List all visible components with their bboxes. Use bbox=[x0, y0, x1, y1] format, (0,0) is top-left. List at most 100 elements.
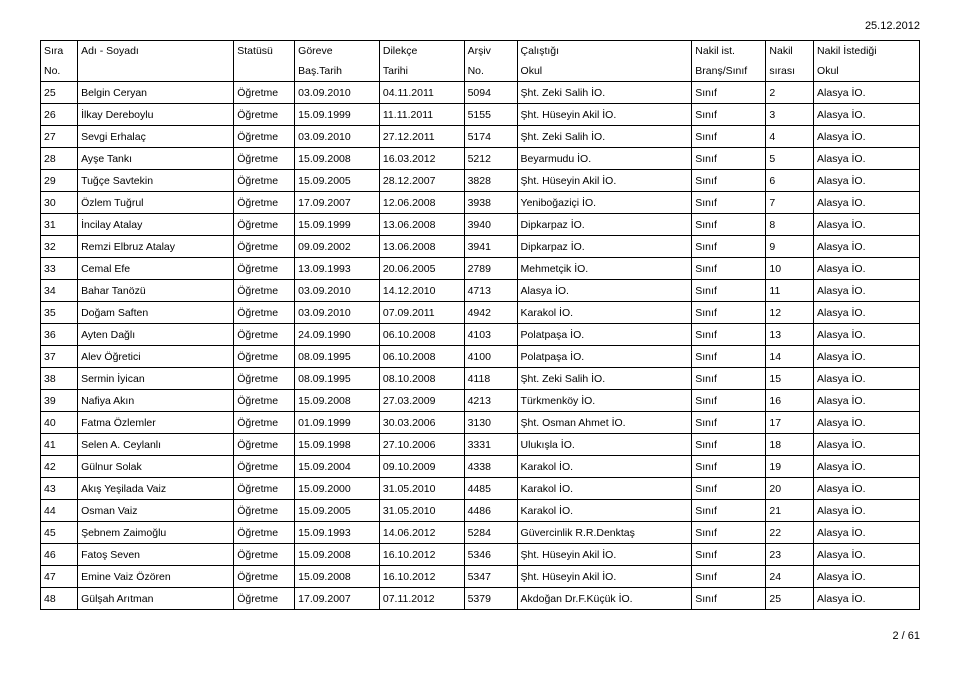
table-cell: Özlem Tuğrul bbox=[78, 192, 234, 214]
table-cell: 2 bbox=[766, 82, 814, 104]
table-cell: 28.12.2007 bbox=[379, 170, 464, 192]
table-cell: 8 bbox=[766, 214, 814, 236]
table-cell: 03.09.2010 bbox=[295, 280, 380, 302]
table-cell: Öğretme bbox=[234, 82, 295, 104]
table-cell: Ayten Dağlı bbox=[78, 324, 234, 346]
table-cell: 31.05.2010 bbox=[379, 500, 464, 522]
table-cell: 04.11.2011 bbox=[379, 82, 464, 104]
h2-brans: Branş/Sınıf bbox=[692, 61, 766, 82]
table-cell: Şht. Hüseyin Akil İO. bbox=[517, 170, 692, 192]
table-row: 26İlkay DereboyluÖğretme15.09.199911.11.… bbox=[41, 104, 920, 126]
table-cell: Sınıf bbox=[692, 148, 766, 170]
table-cell: Sınıf bbox=[692, 324, 766, 346]
table-cell: 4118 bbox=[464, 368, 517, 390]
table-cell: Öğretme bbox=[234, 148, 295, 170]
table-cell: 14.12.2010 bbox=[379, 280, 464, 302]
table-cell: Sınıf bbox=[692, 390, 766, 412]
table-cell: 4338 bbox=[464, 456, 517, 478]
table-cell: Belgin Ceryan bbox=[78, 82, 234, 104]
table-row: 35Doğam SaftenÖğretme03.09.201007.09.201… bbox=[41, 302, 920, 324]
table-cell: 18 bbox=[766, 434, 814, 456]
table-cell: 37 bbox=[41, 346, 78, 368]
table-cell: 35 bbox=[41, 302, 78, 324]
table-cell: 36 bbox=[41, 324, 78, 346]
table-cell: 17 bbox=[766, 412, 814, 434]
table-cell: 29 bbox=[41, 170, 78, 192]
table-cell: 39 bbox=[41, 390, 78, 412]
table-row: 32Remzi Elbruz AtalayÖğretme09.09.200213… bbox=[41, 236, 920, 258]
table-cell: Sınıf bbox=[692, 192, 766, 214]
table-cell: Alasya İO. bbox=[517, 280, 692, 302]
table-cell: 5284 bbox=[464, 522, 517, 544]
table-cell: 07.11.2012 bbox=[379, 588, 464, 610]
report-date: 25.12.2012 bbox=[40, 20, 920, 32]
table-cell: Öğretme bbox=[234, 192, 295, 214]
table-cell: 15.09.2008 bbox=[295, 544, 380, 566]
table-cell: Sermin İyican bbox=[78, 368, 234, 390]
table-cell: 24 bbox=[766, 566, 814, 588]
table-cell: 2789 bbox=[464, 258, 517, 280]
table-cell: 30 bbox=[41, 192, 78, 214]
h2-bastarih: Baş.Tarih bbox=[295, 61, 380, 82]
table-row: 46Fatoş SevenÖğretme15.09.200816.10.2012… bbox=[41, 544, 920, 566]
table-row: 28Ayşe TankıÖğretme15.09.200816.03.20125… bbox=[41, 148, 920, 170]
table-cell: Alasya İO. bbox=[814, 236, 920, 258]
table-cell: 9 bbox=[766, 236, 814, 258]
table-cell: 4486 bbox=[464, 500, 517, 522]
table-row: 47Emine Vaiz ÖzörenÖğretme15.09.200816.1… bbox=[41, 566, 920, 588]
table-cell: Öğretme bbox=[234, 126, 295, 148]
table-cell: 3938 bbox=[464, 192, 517, 214]
table-cell: 6 bbox=[766, 170, 814, 192]
table-cell: Alasya İO. bbox=[814, 170, 920, 192]
table-cell: 14 bbox=[766, 346, 814, 368]
table-cell: 15.09.2004 bbox=[295, 456, 380, 478]
table-cell: 11.11.2011 bbox=[379, 104, 464, 126]
table-cell: Remzi Elbruz Atalay bbox=[78, 236, 234, 258]
table-cell: 16.03.2012 bbox=[379, 148, 464, 170]
table-cell: Öğretme bbox=[234, 500, 295, 522]
table-cell: Sınıf bbox=[692, 544, 766, 566]
table-cell: 4942 bbox=[464, 302, 517, 324]
table-cell: Şht. Hüseyin Akil İO. bbox=[517, 544, 692, 566]
table-cell: Sınıf bbox=[692, 170, 766, 192]
table-cell: Sınıf bbox=[692, 126, 766, 148]
table-cell: Alasya İO. bbox=[814, 104, 920, 126]
table-cell: Mehmetçik İO. bbox=[517, 258, 692, 280]
h-ad: Adı - Soyadı bbox=[78, 41, 234, 62]
table-cell: Öğretme bbox=[234, 280, 295, 302]
table-row: 44Osman VaizÖğretme15.09.200531.05.20104… bbox=[41, 500, 920, 522]
table-cell: Dipkarpaz İO. bbox=[517, 236, 692, 258]
table-cell: 03.09.2010 bbox=[295, 126, 380, 148]
table-cell: Alasya İO. bbox=[814, 456, 920, 478]
table-cell: 15.09.2008 bbox=[295, 390, 380, 412]
table-cell: Öğretme bbox=[234, 368, 295, 390]
table-cell: Sevgi Erhalaç bbox=[78, 126, 234, 148]
table-cell: 3941 bbox=[464, 236, 517, 258]
table-cell: Alasya İO. bbox=[814, 302, 920, 324]
table-row: 40Fatma ÖzlemlerÖğretme01.09.199930.03.2… bbox=[41, 412, 920, 434]
table-cell: Öğretme bbox=[234, 390, 295, 412]
table-cell: 11 bbox=[766, 280, 814, 302]
table-cell: Şebnem Zaimoğlu bbox=[78, 522, 234, 544]
table-cell: Nafiya Akın bbox=[78, 390, 234, 412]
table-cell: 15.09.1993 bbox=[295, 522, 380, 544]
table-cell: 3940 bbox=[464, 214, 517, 236]
transfer-table: Sıra Adı - Soyadı Statüsü Göreve Dilekçe… bbox=[40, 40, 920, 610]
table-cell: 27 bbox=[41, 126, 78, 148]
table-cell: Öğretme bbox=[234, 236, 295, 258]
table-cell: Fatoş Seven bbox=[78, 544, 234, 566]
table-cell: 20.06.2005 bbox=[379, 258, 464, 280]
table-cell: 15.09.2005 bbox=[295, 170, 380, 192]
table-cell: 3331 bbox=[464, 434, 517, 456]
table-cell: Sınıf bbox=[692, 104, 766, 126]
table-row: 30Özlem TuğrulÖğretme17.09.200712.06.200… bbox=[41, 192, 920, 214]
table-row: 48Gülşah ArıtmanÖğretme17.09.200707.11.2… bbox=[41, 588, 920, 610]
table-cell: Ulukışla İO. bbox=[517, 434, 692, 456]
table-cell: Alasya İO. bbox=[814, 588, 920, 610]
table-cell: 13 bbox=[766, 324, 814, 346]
table-row: 41Selen A. CeylanlıÖğretme15.09.199827.1… bbox=[41, 434, 920, 456]
table-cell: Alasya İO. bbox=[814, 478, 920, 500]
table-row: 25Belgin CeryanÖğretme03.09.201004.11.20… bbox=[41, 82, 920, 104]
table-cell: 4103 bbox=[464, 324, 517, 346]
table-row: 29Tuğçe SavtekinÖğretme15.09.200528.12.2… bbox=[41, 170, 920, 192]
